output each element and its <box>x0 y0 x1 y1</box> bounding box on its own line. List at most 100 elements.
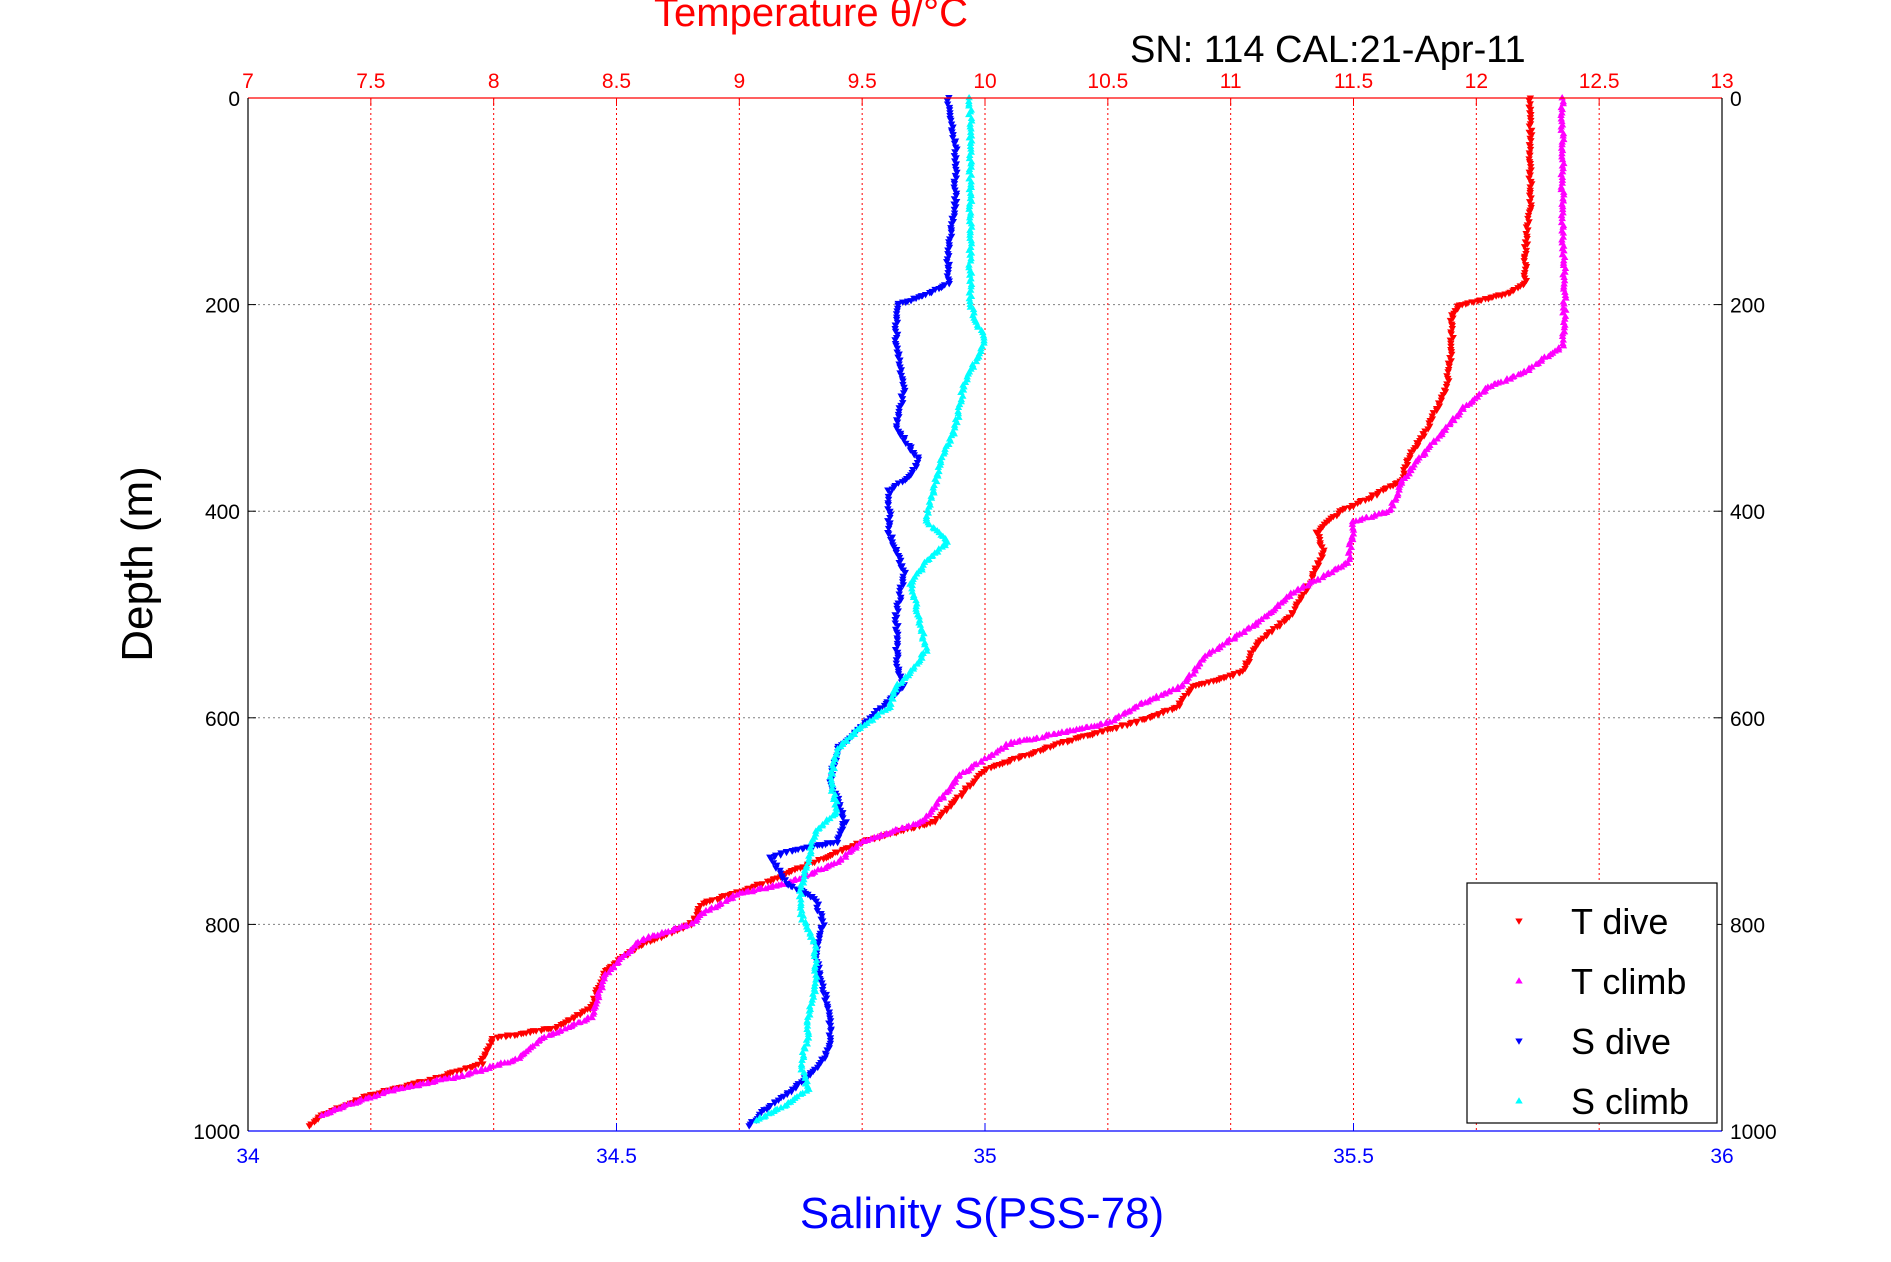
data-point <box>1446 355 1454 362</box>
data-point <box>845 733 854 741</box>
y-tick-label-right: 0 <box>1730 88 1742 111</box>
data-point <box>950 181 959 188</box>
data-point <box>1291 606 1299 613</box>
data-point <box>1189 670 1198 677</box>
data-point <box>713 896 722 904</box>
data-point <box>477 1058 485 1065</box>
data-point <box>818 918 827 925</box>
data-point <box>992 749 1000 756</box>
data-point <box>1445 363 1453 370</box>
temperature-tick-label: 12 <box>1465 70 1488 93</box>
data-point <box>903 823 911 830</box>
data-point <box>896 587 904 595</box>
x-axis-label-salinity: Salinity S(PSS-78) <box>800 1189 1164 1238</box>
data-point <box>668 926 677 934</box>
data-point <box>1308 575 1317 582</box>
data-point <box>378 1089 387 1097</box>
data-point <box>886 514 894 522</box>
data-point <box>893 345 902 352</box>
data-point <box>897 367 906 374</box>
temperature-tick-label: 8.5 <box>602 70 631 93</box>
data-point <box>818 986 827 994</box>
series-layer <box>305 93 1570 1130</box>
data-point <box>722 897 730 904</box>
data-point <box>923 647 931 654</box>
data-point <box>552 1025 560 1033</box>
data-point <box>798 916 806 923</box>
data-point <box>895 560 903 567</box>
data-point <box>1198 656 1206 663</box>
data-point <box>1525 366 1533 373</box>
data-point <box>1450 416 1458 424</box>
y-tick-label-right: 1000 <box>1730 1121 1777 1144</box>
data-point <box>944 270 952 277</box>
data-point <box>657 930 666 937</box>
data-point <box>894 608 902 615</box>
data-point <box>898 396 907 403</box>
data-point <box>777 1104 785 1111</box>
legend-box <box>1466 882 1718 1124</box>
data-point <box>463 1071 471 1078</box>
y-tick-label-right: 200 <box>1730 295 1765 318</box>
data-point <box>821 997 829 1004</box>
data-point <box>1525 175 1533 183</box>
data-point <box>950 206 959 214</box>
data-point <box>950 140 959 148</box>
data-point <box>884 487 892 494</box>
data-point <box>788 848 796 855</box>
data-point <box>1157 691 1165 698</box>
data-point <box>881 706 890 713</box>
data-point <box>955 413 963 420</box>
data-point <box>767 857 776 864</box>
data-point <box>764 1109 773 1117</box>
data-point <box>821 864 829 872</box>
data-point <box>605 968 613 976</box>
data-point <box>1524 215 1532 223</box>
data-point <box>1525 199 1534 206</box>
data-point <box>1298 584 1306 591</box>
data-point <box>806 933 815 940</box>
data-point <box>892 660 901 667</box>
salinity-tick-label: 35.5 <box>1333 1145 1374 1168</box>
data-point <box>953 169 961 177</box>
data-point <box>850 730 859 737</box>
data-point <box>859 837 867 844</box>
data-point <box>770 854 779 861</box>
data-point <box>834 858 842 865</box>
data-point <box>1001 743 1010 750</box>
data-point <box>1138 716 1146 724</box>
data-point <box>934 472 942 479</box>
data-point <box>561 1025 569 1032</box>
data-point <box>871 713 880 720</box>
data-point <box>965 110 973 118</box>
data-point <box>896 357 904 364</box>
data-point <box>822 991 830 999</box>
data-point <box>852 844 860 851</box>
data-point <box>613 959 621 966</box>
data-point <box>1356 516 1364 523</box>
chart-title: Temperature θ/°C <box>654 0 968 35</box>
data-point <box>502 1033 510 1041</box>
data-point <box>1459 405 1467 412</box>
data-point <box>305 1123 314 1130</box>
data-point <box>1419 451 1427 459</box>
data-point <box>1445 420 1454 428</box>
data-point <box>1110 716 1118 724</box>
data-point <box>821 818 830 825</box>
data-point <box>895 351 903 358</box>
data-point <box>1169 685 1177 693</box>
data-point <box>943 101 952 108</box>
data-point <box>1049 730 1058 737</box>
legend-marker <box>1515 918 1523 925</box>
data-point <box>1252 642 1261 649</box>
temperature-tick-label: 10.5 <box>1087 70 1128 93</box>
data-point <box>1118 723 1126 730</box>
data-point <box>1243 625 1251 632</box>
data-point <box>893 637 902 644</box>
data-point <box>951 149 959 156</box>
data-point <box>1447 351 1456 359</box>
data-point <box>1448 325 1457 333</box>
data-point <box>925 520 933 528</box>
data-point <box>944 266 953 274</box>
